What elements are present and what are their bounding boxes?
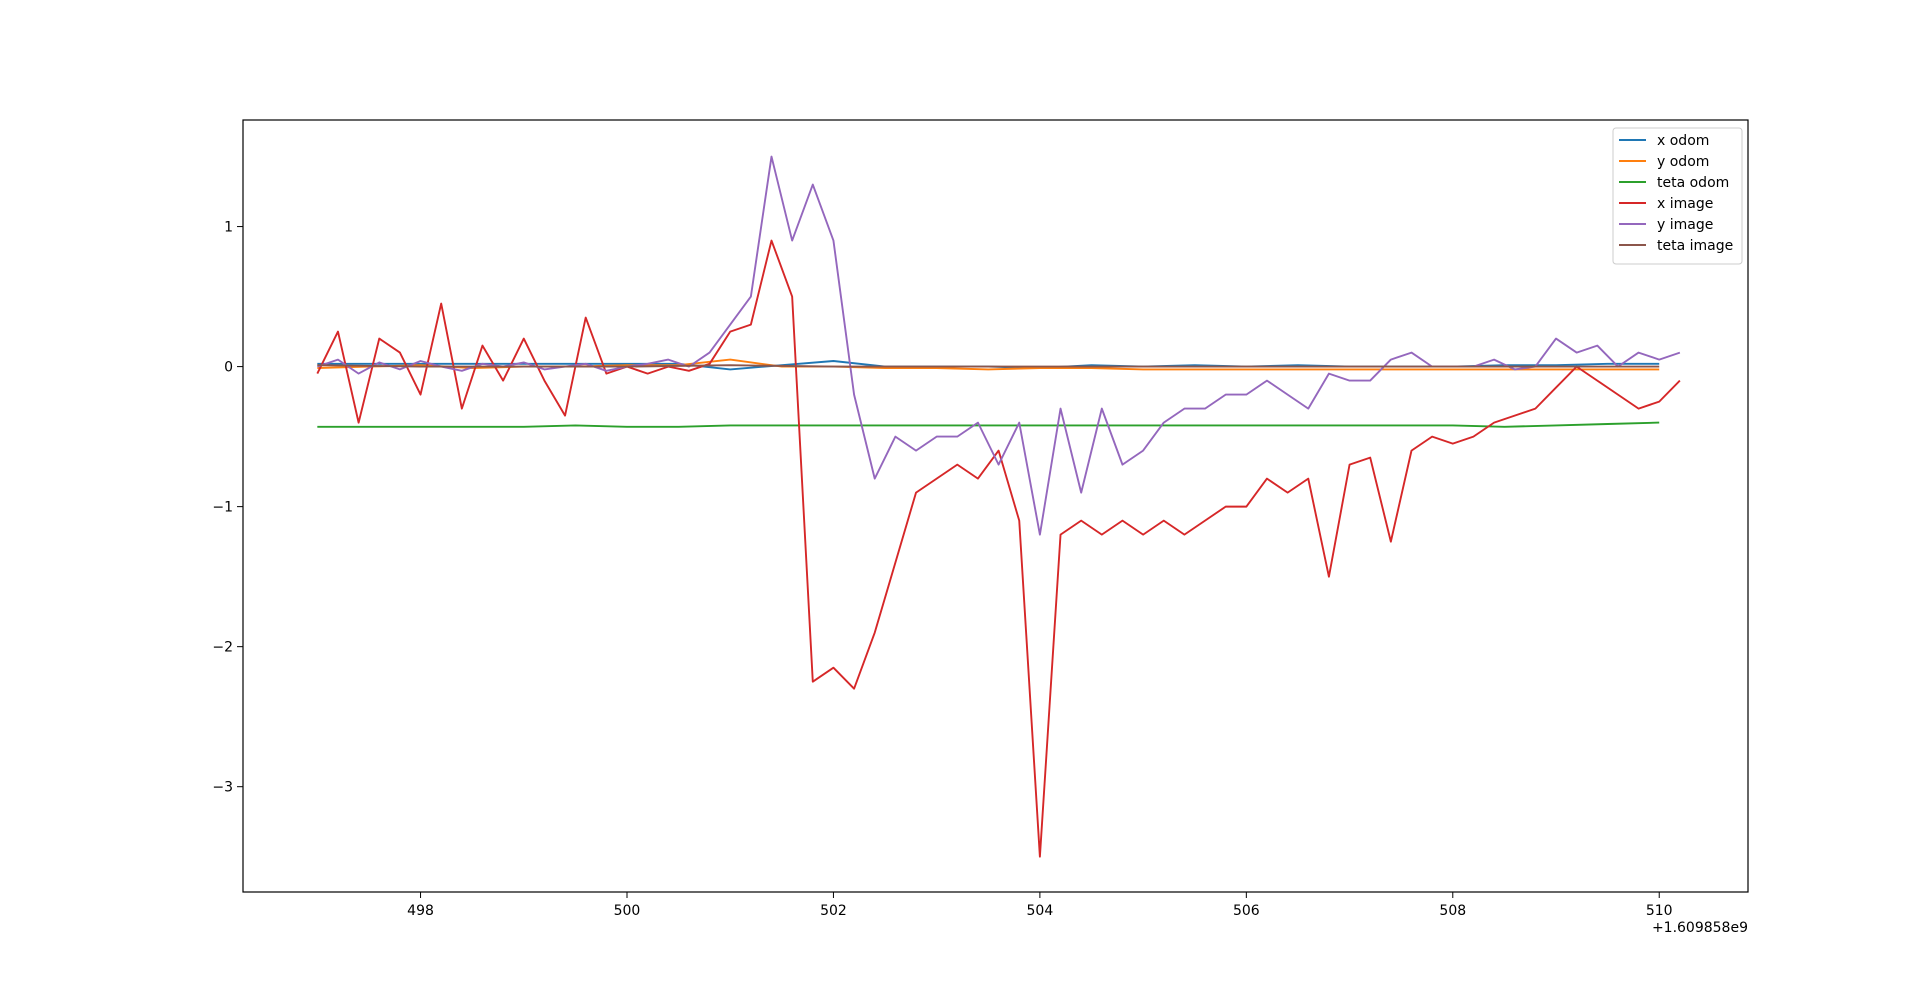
legend-label: y odom	[1657, 154, 1709, 170]
x-tick-label: 508	[1439, 903, 1466, 919]
legend-box	[1612, 127, 1743, 265]
legend-label: y image	[1657, 217, 1713, 233]
x-tick-label: 500	[614, 903, 641, 919]
x-tick-label: 506	[1233, 903, 1260, 919]
x-tick-label: 510	[1646, 903, 1673, 919]
y-tick-label: 0	[224, 360, 233, 376]
series-line	[317, 421, 1660, 428]
y-tick-label: −1	[212, 500, 233, 516]
x-tick-label: 498	[407, 903, 434, 919]
axes-frame	[242, 119, 1749, 893]
legend: x odom y odom teta odom x image y image teta …	[1612, 127, 1743, 265]
series-line	[317, 364, 1660, 368]
x-offset-label: +1.609858e9	[1652, 920, 1748, 936]
y-tick-label: 1	[224, 220, 233, 236]
y-tick-label: −3	[212, 780, 233, 796]
legend-label: teta odom	[1657, 175, 1729, 191]
legend-label: teta image	[1657, 238, 1733, 254]
plot-area	[316, 155, 1681, 858]
legend-label: x image	[1657, 196, 1713, 212]
x-tick-label: 504	[1027, 903, 1054, 919]
series-line	[316, 239, 1681, 858]
y-tick-label: −2	[212, 640, 233, 656]
x-tick-label: 502	[820, 903, 847, 919]
legend-label: x odom	[1657, 133, 1709, 149]
